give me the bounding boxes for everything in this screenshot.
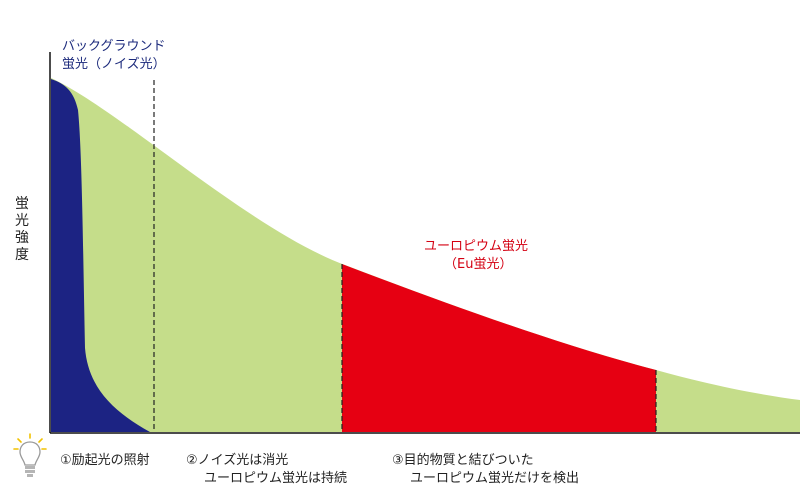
step2-line1: ②ノイズ光は消光 [186, 453, 289, 468]
eu-label-line1: ユーロピウム蛍光 [424, 239, 529, 254]
europium-fluorescence-area [342, 264, 656, 432]
step2-line2: ユーロピウム蛍光は持続 [204, 471, 348, 486]
total-decay-area [51, 78, 800, 432]
eu-label-line2: （Eu蛍光） [444, 257, 513, 272]
step-noise-quench: ②ノイズ光は消光 ユーロピウム蛍光は持続 [186, 452, 347, 488]
step3-line2: ユーロピウム蛍光だけを検出 [410, 471, 580, 486]
background-fluorescence-label: バックグラウンド 蛍光（ノイズ光） [62, 38, 166, 74]
europium-fluorescence-label: ユーロピウム蛍光 （Eu蛍光） [424, 238, 528, 274]
background-label-line2: 蛍光（ノイズ光） [62, 57, 166, 72]
background-fluorescence-area [51, 79, 150, 432]
step1-line1: ①励起光の照射 [60, 453, 150, 468]
step-detection: ③目的物質と結びついた ユーロピウム蛍光だけを検出 [392, 452, 579, 488]
background-label-line1: バックグラウンド [62, 39, 166, 54]
y-axis-label: 蛍光強度 [15, 196, 29, 263]
step-excitation: ①励起光の照射 [60, 452, 150, 470]
step3-line1: ③目的物質と結びついた [392, 453, 534, 468]
light-bulb-icon [13, 433, 47, 477]
